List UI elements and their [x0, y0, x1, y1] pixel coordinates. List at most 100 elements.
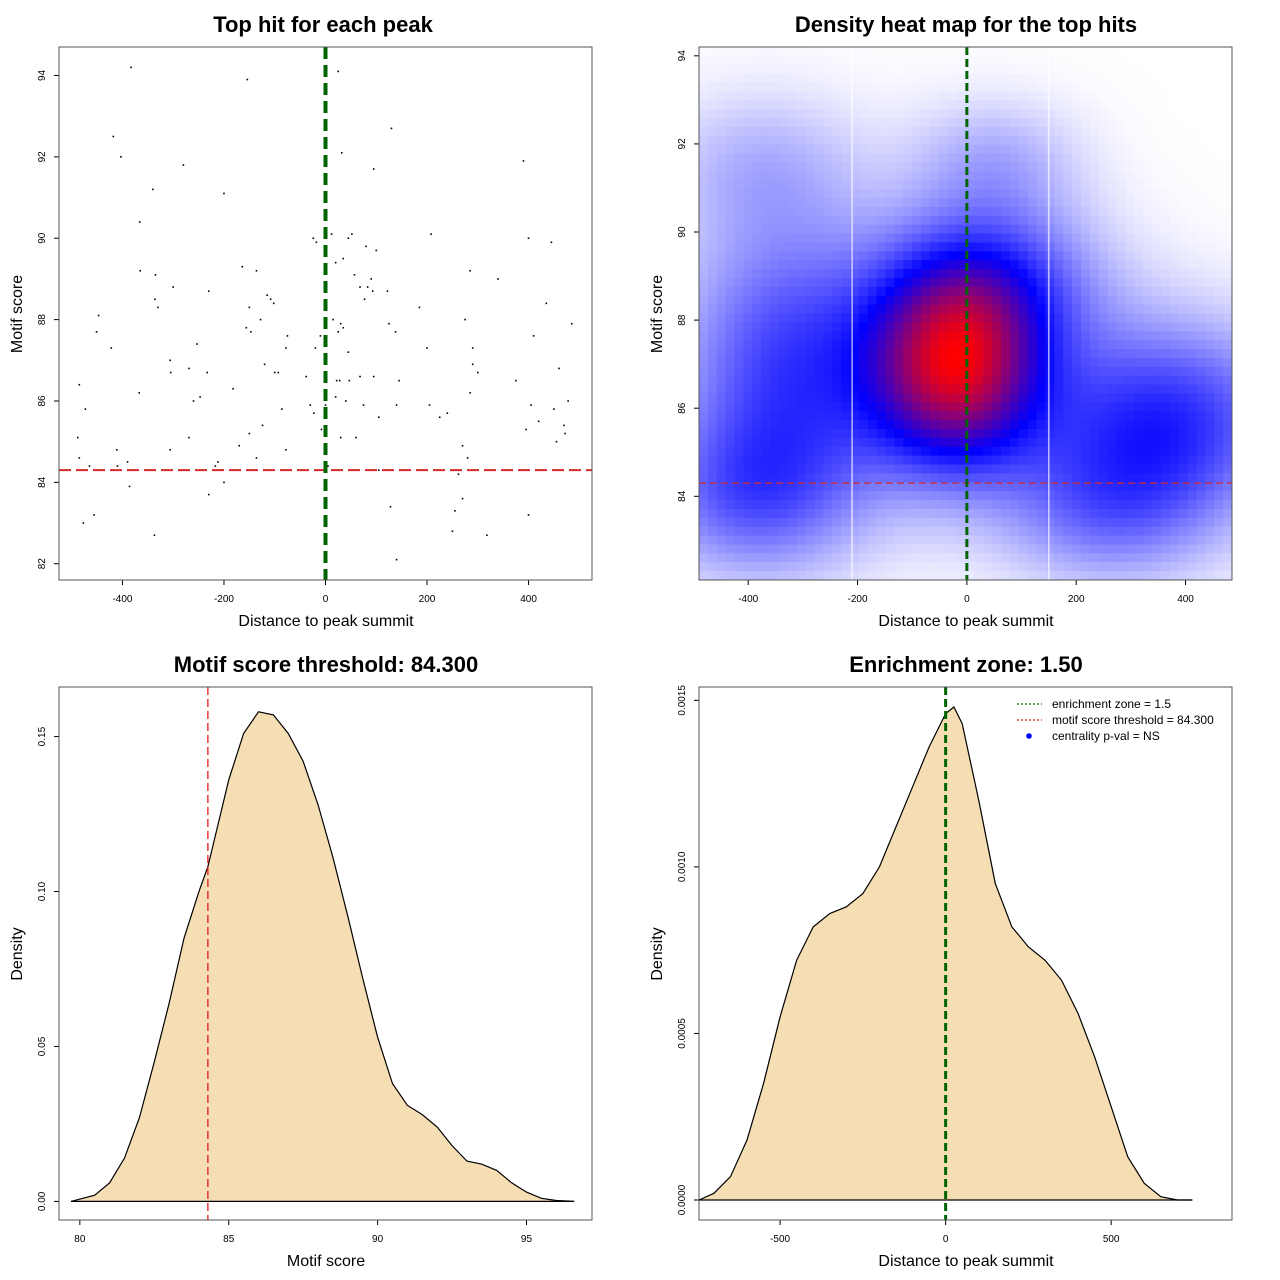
heatmap-cell — [1080, 562, 1091, 572]
heatmap-cell — [1205, 135, 1215, 146]
x-tick-label: -400 — [112, 594, 132, 605]
heatmap-cell — [965, 224, 975, 235]
heatmap-cell — [1072, 162, 1082, 172]
heatmap-cell — [832, 135, 842, 146]
heatmap-cell — [814, 269, 824, 279]
heatmap-cell — [894, 109, 904, 119]
heatmap-cell — [805, 224, 816, 235]
heatmap-cell — [1098, 313, 1109, 323]
heatmap-cell — [850, 357, 860, 368]
heatmap-cell — [903, 402, 913, 412]
heatmap-cell — [823, 233, 833, 244]
heatmap-cell — [1187, 286, 1198, 297]
heatmap-cell — [1205, 47, 1215, 57]
heatmap-cell — [1152, 393, 1162, 403]
heatmap-cell — [1205, 473, 1215, 483]
heatmap-cell — [947, 82, 958, 93]
heatmap-cell — [1169, 47, 1180, 57]
heatmap-cell — [1116, 384, 1126, 395]
heatmap-cell — [1152, 55, 1162, 66]
heatmap-cell — [903, 260, 913, 270]
heatmap-cell — [938, 304, 949, 315]
heatmap-cell — [1134, 277, 1144, 288]
heatmap-cell — [1009, 109, 1020, 119]
heatmap-cell — [903, 526, 913, 537]
heatmap-cell — [1054, 206, 1064, 217]
heatmap-cell — [974, 118, 984, 128]
heatmap-cell — [1107, 118, 1118, 128]
heatmap-cell — [823, 437, 833, 448]
heatmap-cell — [1089, 135, 1100, 146]
heatmap-cell — [867, 215, 878, 226]
heatmap-cell — [796, 269, 807, 279]
heatmap-cell — [707, 189, 718, 199]
heatmap-cell — [858, 73, 869, 84]
heatmap-cell — [1107, 544, 1118, 554]
heatmap-cell — [752, 73, 762, 84]
heatmap-cell — [1089, 517, 1100, 528]
heatmap-cell — [1187, 517, 1198, 528]
heatmap-cell — [805, 491, 816, 501]
heatmap-cell — [770, 277, 780, 288]
heatmap-cell — [1134, 464, 1144, 474]
heatmap-cell — [912, 286, 922, 297]
heatmap-cell — [1187, 384, 1198, 395]
heatmap-cell — [796, 402, 807, 412]
heatmap-cell — [858, 313, 869, 323]
heatmap-cell — [805, 517, 816, 528]
heatmap-cell — [850, 295, 860, 306]
heatmap-cell — [814, 118, 824, 128]
heatmap-cell — [956, 224, 967, 235]
heatmap-cell — [1125, 118, 1135, 128]
heatmap-cell — [823, 491, 833, 501]
heatmap-cell — [1116, 295, 1126, 306]
heatmap-cell — [796, 331, 807, 341]
heatmap-cell — [992, 455, 1002, 466]
heatmap-cell — [1063, 224, 1073, 235]
heatmap-cell — [1205, 500, 1215, 510]
heatmap-cell — [1080, 482, 1091, 492]
scatter-point — [466, 457, 469, 459]
heatmap-cell — [858, 162, 869, 172]
heatmap-cell — [1223, 82, 1232, 93]
heatmap-cell — [752, 135, 762, 146]
heatmap-cell — [707, 411, 718, 421]
heatmap-cell — [770, 384, 780, 395]
heatmap-cell — [699, 82, 709, 93]
scatter-point — [250, 331, 252, 333]
heatmap-cell — [707, 100, 718, 110]
heatmap-cell — [912, 100, 922, 110]
scatter-point — [82, 522, 85, 524]
heatmap-cell — [850, 109, 860, 119]
heatmap-cell — [1160, 366, 1171, 377]
heatmap-cell — [1214, 73, 1224, 84]
heatmap-cell — [1178, 420, 1189, 430]
heatmap-cell — [796, 73, 807, 84]
heatmap-cell — [885, 357, 896, 368]
heatmap-cell — [1205, 340, 1215, 350]
y-tick-label: 86 — [677, 402, 688, 414]
heatmap-cell — [1072, 375, 1082, 386]
heatmap-cell — [956, 393, 967, 403]
scatter-point — [378, 416, 380, 419]
heatmap-cell — [876, 224, 887, 235]
heatmap-cell — [992, 482, 1002, 492]
heatmap-cell — [1036, 100, 1047, 110]
heatmap-cell — [983, 526, 993, 537]
heatmap-cell — [1152, 215, 1162, 226]
heatmap-cell — [814, 437, 824, 448]
heatmap-cell — [858, 100, 869, 110]
heatmap-cell — [1187, 198, 1198, 208]
heatmap-cell — [1072, 260, 1082, 270]
heatmap-cell — [1054, 571, 1064, 580]
heatmap-cell — [858, 366, 869, 377]
heatmap-cell — [858, 571, 869, 580]
heatmap-cell — [912, 331, 922, 341]
heatmap-cell — [1054, 242, 1064, 252]
heatmap-cell — [699, 357, 709, 368]
heatmap-cell — [778, 473, 789, 483]
heatmap-cell — [1178, 500, 1189, 510]
heatmap-cell — [716, 118, 727, 128]
heatmap-cell — [770, 446, 780, 457]
heatmap-cell — [947, 544, 958, 554]
